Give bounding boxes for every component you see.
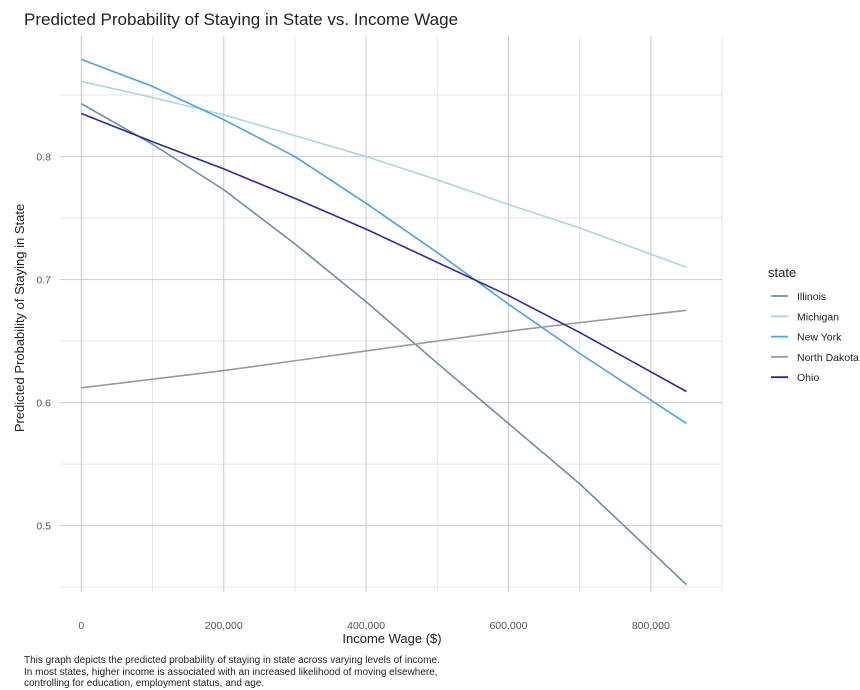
legend-label: New York <box>797 332 842 344</box>
x-axis-ticks: 0 200,000 400,000 600,000 800,000 <box>78 620 670 632</box>
series-line-ohio <box>81 112 687 393</box>
legend-title: state <box>768 265 796 280</box>
caption-line: controlling for education, employment st… <box>24 678 265 689</box>
y-tick-label: 0.5 <box>36 521 51 533</box>
chart-title: Predicted Probability of Staying in Stat… <box>24 10 459 29</box>
x-tick-label: 400,000 <box>347 620 385 632</box>
series-line-north-dakota <box>81 309 687 389</box>
x-tick-label: 200,000 <box>205 620 243 632</box>
x-tick-label: 800,000 <box>632 620 670 632</box>
caption-line: In most states, higher income is associa… <box>24 666 438 678</box>
y-tick-label: 0.6 <box>36 398 51 410</box>
y-tick-label: 0.7 <box>36 275 51 287</box>
chart-caption: This graph depicts the predicted probabi… <box>24 655 440 690</box>
series-line-michigan <box>81 80 687 269</box>
legend-label: Michigan <box>797 311 839 323</box>
legend: state Illinois Michigan New York North Dako… <box>768 265 859 384</box>
series-line-new-york <box>81 58 687 425</box>
caption-line: This graph depicts the predicted probabi… <box>24 655 440 666</box>
y-axis-ticks: 0.5 0.6 0.7 0.8 <box>36 152 51 533</box>
y-tick-label: 0.8 <box>36 152 51 164</box>
legend-label: North Dakota <box>797 352 859 364</box>
x-tick-label: 600,000 <box>489 620 527 632</box>
legend-label: Illinois <box>797 291 826 303</box>
x-axis-title: Income Wage ($) <box>342 631 441 646</box>
major-gridlines <box>60 36 722 592</box>
minor-gridlines <box>60 36 723 592</box>
series-line-illinois <box>80 102 687 586</box>
legend-label: Ohio <box>797 372 819 384</box>
y-axis-title: Predicted Probability of Staying in Stat… <box>12 204 27 432</box>
x-tick-label: 0 <box>78 620 84 632</box>
series-lines <box>80 58 687 586</box>
